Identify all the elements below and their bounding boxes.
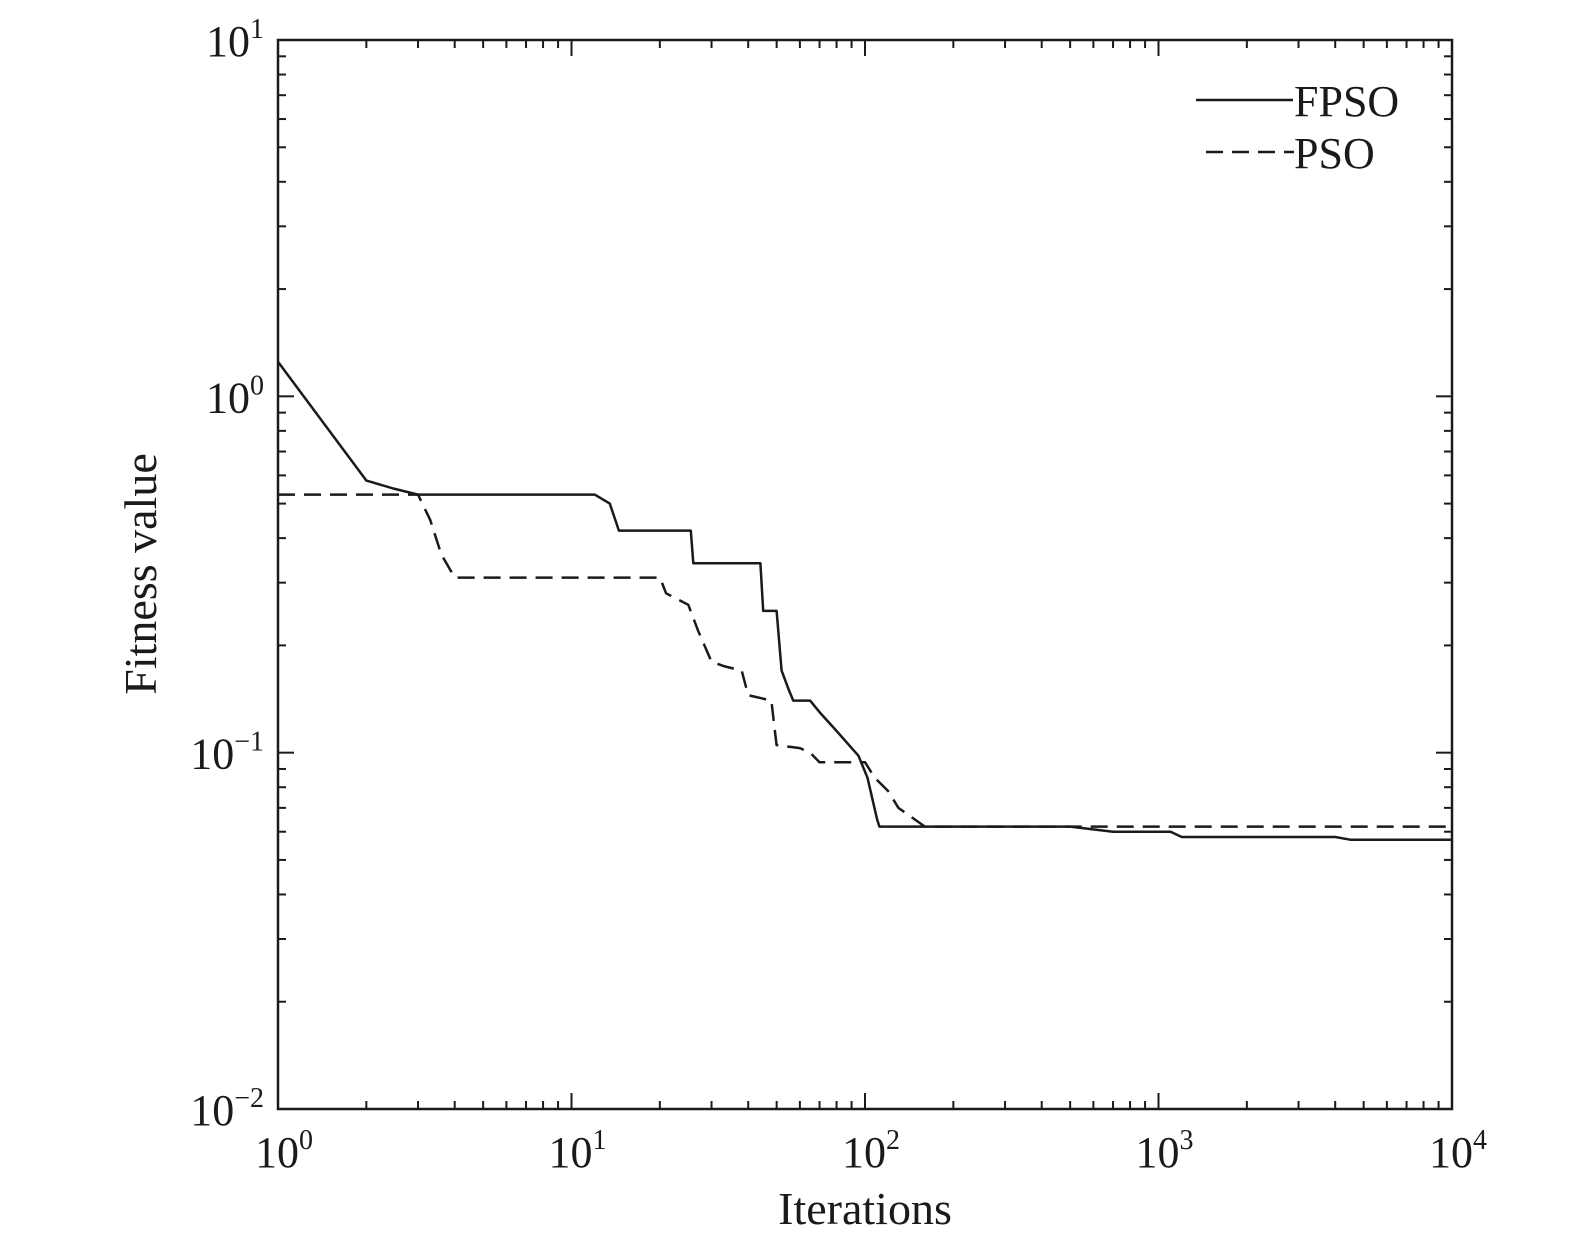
plot-frame (276, 38, 1454, 1111)
x-tick-label: 104 (1429, 1125, 1487, 1177)
x-tick-label: 101 (549, 1125, 607, 1177)
series-line-fpso (276, 361, 1452, 841)
x-axis-label: Iterations (778, 1183, 952, 1234)
x-tick-labels: 100 101 102 103 104 (255, 1125, 1487, 1177)
y-tick-label: 101 (206, 14, 264, 66)
x-tick-label: 103 (1136, 1125, 1194, 1177)
y-axis-label: Fitness value (115, 453, 166, 694)
series-line-pso (278, 493, 1452, 828)
legend: FPSO PSO (1196, 77, 1399, 178)
major-ticks (277, 39, 1453, 1110)
minor-ticks (278, 40, 1452, 1109)
y-tick-label: 10−1 (190, 727, 264, 779)
legend-label-pso: PSO (1294, 129, 1375, 178)
series-lines (276, 361, 1452, 841)
x-tick-label: 102 (842, 1125, 900, 1177)
y-tick-labels: 10−2 10−1 100 101 (190, 14, 264, 1135)
y-tick-label: 10−2 (190, 1083, 264, 1135)
legend-label-fpso: FPSO (1294, 77, 1399, 126)
x-tick-label: 100 (255, 1125, 313, 1177)
y-tick-label: 100 (206, 370, 264, 422)
